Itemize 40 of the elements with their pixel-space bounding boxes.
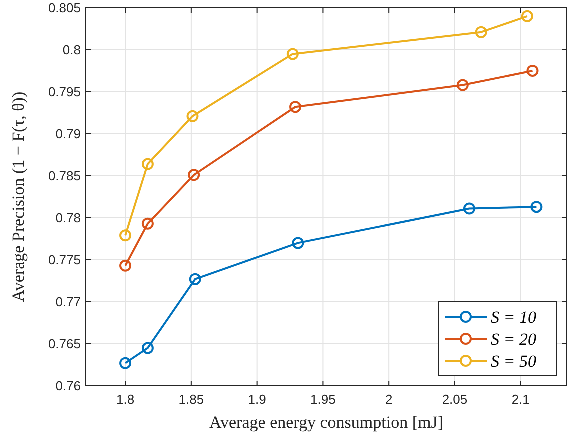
- point: [463, 202, 476, 215]
- point: [521, 10, 534, 22]
- point: [286, 48, 299, 60]
- y-tick-label: 0.76: [56, 378, 81, 394]
- y-tick-label: 0.785: [48, 168, 81, 184]
- point: [475, 26, 488, 38]
- y-tick-label: 0.79: [56, 126, 81, 142]
- point: [120, 230, 132, 242]
- legend-label: S = 20: [491, 330, 537, 349]
- x-axis-title: Average energy consumption [mJ]: [210, 413, 444, 432]
- x-tick-label: 1.85: [178, 392, 204, 407]
- y-tick-label: 0.805: [48, 0, 81, 16]
- x-tick-label: 2: [385, 392, 393, 407]
- point: [530, 201, 543, 214]
- point: [120, 357, 132, 370]
- point: [186, 110, 199, 122]
- y-axis-title: Average Precision (1 − F(τ, θ)): [9, 92, 28, 302]
- legend-label: S = 10: [491, 308, 537, 327]
- point: [456, 79, 469, 92]
- point: [142, 218, 154, 230]
- x-tick-label: 2.05: [442, 392, 468, 407]
- y-tick-label: 0.765: [48, 336, 81, 352]
- point: [142, 342, 154, 354]
- point: [142, 158, 154, 170]
- point: [292, 237, 304, 250]
- y-tick-label: 0.795: [48, 84, 81, 100]
- x-tick-label: 2.1: [512, 392, 530, 407]
- y-tick-label: 0.78: [56, 210, 81, 226]
- x-tick-label: 1.95: [310, 392, 336, 407]
- point: [188, 169, 200, 182]
- y-tick-label: 0.775: [48, 252, 81, 268]
- y-tick-label: 0.77: [56, 294, 81, 310]
- point: [189, 273, 202, 286]
- x-tick-label: 1.8: [116, 392, 135, 407]
- y-tick-label: 0.8: [62, 42, 81, 58]
- point: [290, 101, 302, 114]
- legend-label: S = 50: [491, 352, 537, 371]
- point: [526, 65, 539, 77]
- point: [120, 260, 132, 272]
- x-tick-label: 1.9: [248, 392, 266, 407]
